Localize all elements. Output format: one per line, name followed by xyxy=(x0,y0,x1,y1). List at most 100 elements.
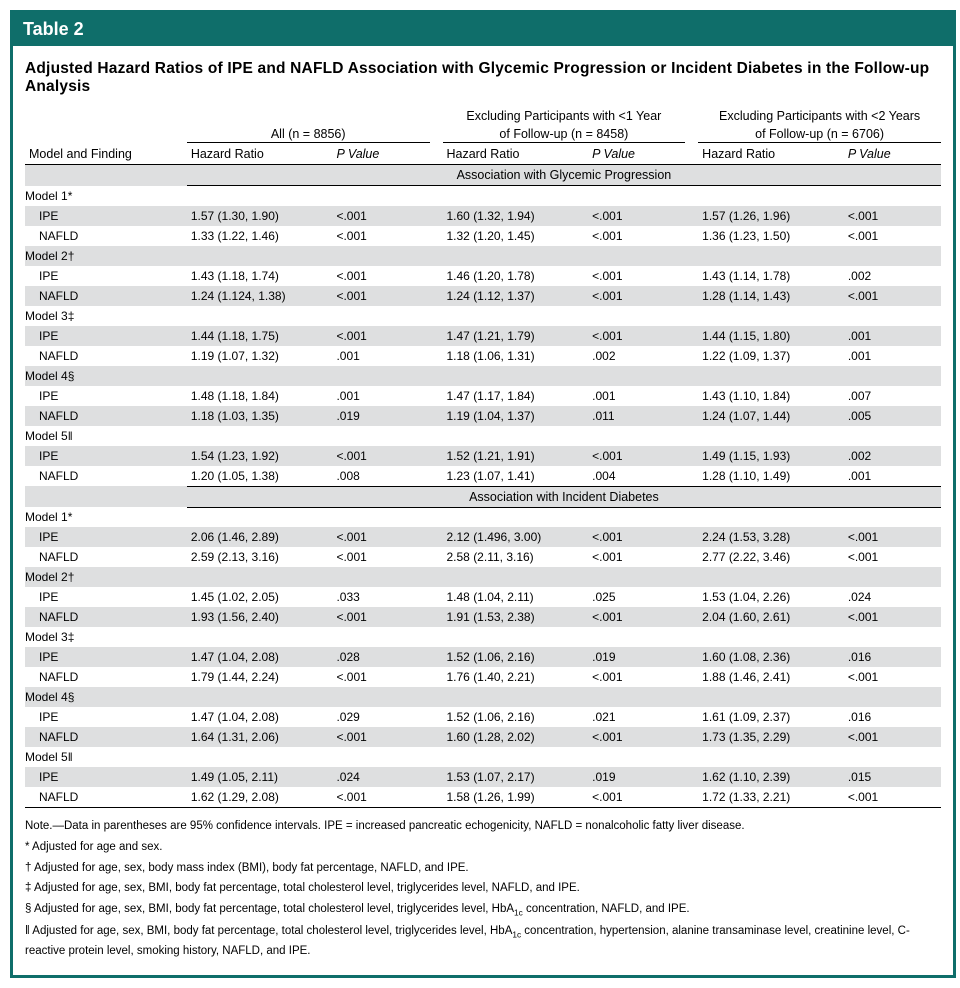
p-cell: .001 xyxy=(588,386,685,406)
footnote: Note.—Data in parentheses are 95% confid… xyxy=(25,818,941,836)
p-cell: <.001 xyxy=(332,667,429,687)
data-row: NAFLD1.79 (1.44, 2.24)<.0011.76 (1.40, 2… xyxy=(25,667,941,687)
p-cell: <.001 xyxy=(588,226,685,246)
model-label: Model 1* xyxy=(25,507,187,527)
model-label: Model 4§ xyxy=(25,687,187,707)
hr-cell: 1.64 (1.31, 2.06) xyxy=(187,727,333,747)
finding-label: IPE xyxy=(25,386,187,406)
p-cell: .005 xyxy=(844,406,941,426)
p-cell: <.001 xyxy=(332,787,429,808)
finding-label: IPE xyxy=(25,707,187,727)
finding-label: NAFLD xyxy=(25,226,187,246)
p-cell: <.001 xyxy=(332,607,429,627)
col-group-0-line1 xyxy=(187,106,430,124)
p-cell: <.001 xyxy=(332,446,429,466)
p-cell: .001 xyxy=(332,386,429,406)
model-row: Model 1* xyxy=(25,507,941,527)
finding-label: IPE xyxy=(25,587,187,607)
table-inner: Adjusted Hazard Ratios of IPE and NAFLD … xyxy=(13,46,953,975)
finding-label: NAFLD xyxy=(25,286,187,306)
hr-cell: 1.53 (1.07, 2.17) xyxy=(443,767,589,787)
hr-cell: 1.93 (1.56, 2.40) xyxy=(187,607,333,627)
p-cell: .021 xyxy=(588,707,685,727)
subhead-p: P Value xyxy=(588,143,685,165)
col-group-1-line1: Excluding Participants with <1 Year xyxy=(443,106,686,124)
hr-cell: 1.32 (1.20, 1.45) xyxy=(443,226,589,246)
p-cell: <.001 xyxy=(588,326,685,346)
hr-cell: 1.47 (1.04, 2.08) xyxy=(187,647,333,667)
hr-cell: 2.77 (2.22, 3.46) xyxy=(698,547,844,567)
data-row: IPE1.44 (1.18, 1.75)<.0011.47 (1.21, 1.7… xyxy=(25,326,941,346)
model-row: Model 3‡ xyxy=(25,627,941,647)
p-cell: <.001 xyxy=(332,266,429,286)
model-row: Model 1* xyxy=(25,186,941,206)
p-cell: <.001 xyxy=(844,787,941,808)
finding-label: IPE xyxy=(25,266,187,286)
finding-label: IPE xyxy=(25,446,187,466)
model-label: Model 3‡ xyxy=(25,306,187,326)
data-row: NAFLD1.20 (1.05, 1.38).0081.23 (1.07, 1.… xyxy=(25,466,941,487)
finding-label: NAFLD xyxy=(25,667,187,687)
hr-cell: 1.23 (1.07, 1.41) xyxy=(443,466,589,487)
hr-cell: 1.57 (1.30, 1.90) xyxy=(187,206,333,226)
col-group-0-line2: All (n = 8856) xyxy=(187,124,430,143)
data-row: NAFLD1.24 (1.124, 1.38)<.0011.24 (1.12, … xyxy=(25,286,941,306)
subhead-p: P Value xyxy=(332,143,429,165)
hr-cell: 1.20 (1.05, 1.38) xyxy=(187,466,333,487)
section-header-row: Association with Glycemic Progression xyxy=(25,165,941,186)
finding-label: IPE xyxy=(25,206,187,226)
model-row: Model 5‖ xyxy=(25,747,941,767)
hr-cell: 1.60 (1.32, 1.94) xyxy=(443,206,589,226)
p-cell: <.001 xyxy=(588,446,685,466)
section-header-row: Association with Incident Diabetes xyxy=(25,486,941,507)
hr-cell: 1.76 (1.40, 2.21) xyxy=(443,667,589,687)
hr-cell: 2.24 (1.53, 3.28) xyxy=(698,527,844,547)
model-row: Model 4§ xyxy=(25,687,941,707)
data-row: IPE1.48 (1.18, 1.84).0011.47 (1.17, 1.84… xyxy=(25,386,941,406)
col-group-2-line2: of Follow-up (n = 6706) xyxy=(698,124,941,143)
p-cell: .029 xyxy=(332,707,429,727)
table-number: Table 2 xyxy=(13,13,953,46)
p-cell: <.001 xyxy=(588,286,685,306)
p-cell: .016 xyxy=(844,707,941,727)
hr-cell: 2.58 (2.11, 3.16) xyxy=(443,547,589,567)
col-group-1-line2: of Follow-up (n = 8458) xyxy=(443,124,686,143)
hr-cell: 1.24 (1.07, 1.44) xyxy=(698,406,844,426)
subhead-hr: Hazard Ratio xyxy=(443,143,589,165)
model-label: Model 2† xyxy=(25,567,187,587)
finding-label: NAFLD xyxy=(25,547,187,567)
hr-cell: 1.43 (1.10, 1.84) xyxy=(698,386,844,406)
p-cell: <.001 xyxy=(844,286,941,306)
model-label: Model 3‡ xyxy=(25,627,187,647)
hr-cell: 1.19 (1.04, 1.37) xyxy=(443,406,589,426)
hr-cell: 1.33 (1.22, 1.46) xyxy=(187,226,333,246)
row-label-head: Model and Finding xyxy=(25,143,187,165)
model-label: Model 5‖ xyxy=(25,426,187,446)
p-cell: .002 xyxy=(588,346,685,366)
hr-cell: 1.52 (1.21, 1.91) xyxy=(443,446,589,466)
finding-label: NAFLD xyxy=(25,727,187,747)
footnote: ‡ Adjusted for age, sex, BMI, body fat p… xyxy=(25,880,941,898)
p-cell: <.001 xyxy=(332,527,429,547)
table-head: Excluding Participants with <1 Year Excl… xyxy=(25,106,941,165)
p-cell: .024 xyxy=(332,767,429,787)
footnote: § Adjusted for age, sex, BMI, body fat p… xyxy=(25,901,941,920)
hr-cell: 1.47 (1.17, 1.84) xyxy=(443,386,589,406)
model-row: Model 4§ xyxy=(25,366,941,386)
hr-cell: 1.28 (1.10, 1.49) xyxy=(698,466,844,487)
p-cell: <.001 xyxy=(844,206,941,226)
hr-cell: 1.46 (1.20, 1.78) xyxy=(443,266,589,286)
p-cell: <.001 xyxy=(844,527,941,547)
p-cell: .001 xyxy=(332,346,429,366)
p-cell: <.001 xyxy=(588,266,685,286)
footnote: * Adjusted for age and sex. xyxy=(25,839,941,857)
p-cell: .016 xyxy=(844,647,941,667)
p-cell: <.001 xyxy=(588,547,685,567)
p-cell: <.001 xyxy=(588,206,685,226)
data-row: IPE1.49 (1.05, 2.11).0241.53 (1.07, 2.17… xyxy=(25,767,941,787)
data-row: IPE1.54 (1.23, 1.92)<.0011.52 (1.21, 1.9… xyxy=(25,446,941,466)
data-row: IPE1.47 (1.04, 2.08).0291.52 (1.06, 2.16… xyxy=(25,707,941,727)
data-row: NAFLD1.93 (1.56, 2.40)<.0011.91 (1.53, 2… xyxy=(25,607,941,627)
p-cell: <.001 xyxy=(332,547,429,567)
table-body: Association with Glycemic ProgressionMod… xyxy=(25,165,941,808)
